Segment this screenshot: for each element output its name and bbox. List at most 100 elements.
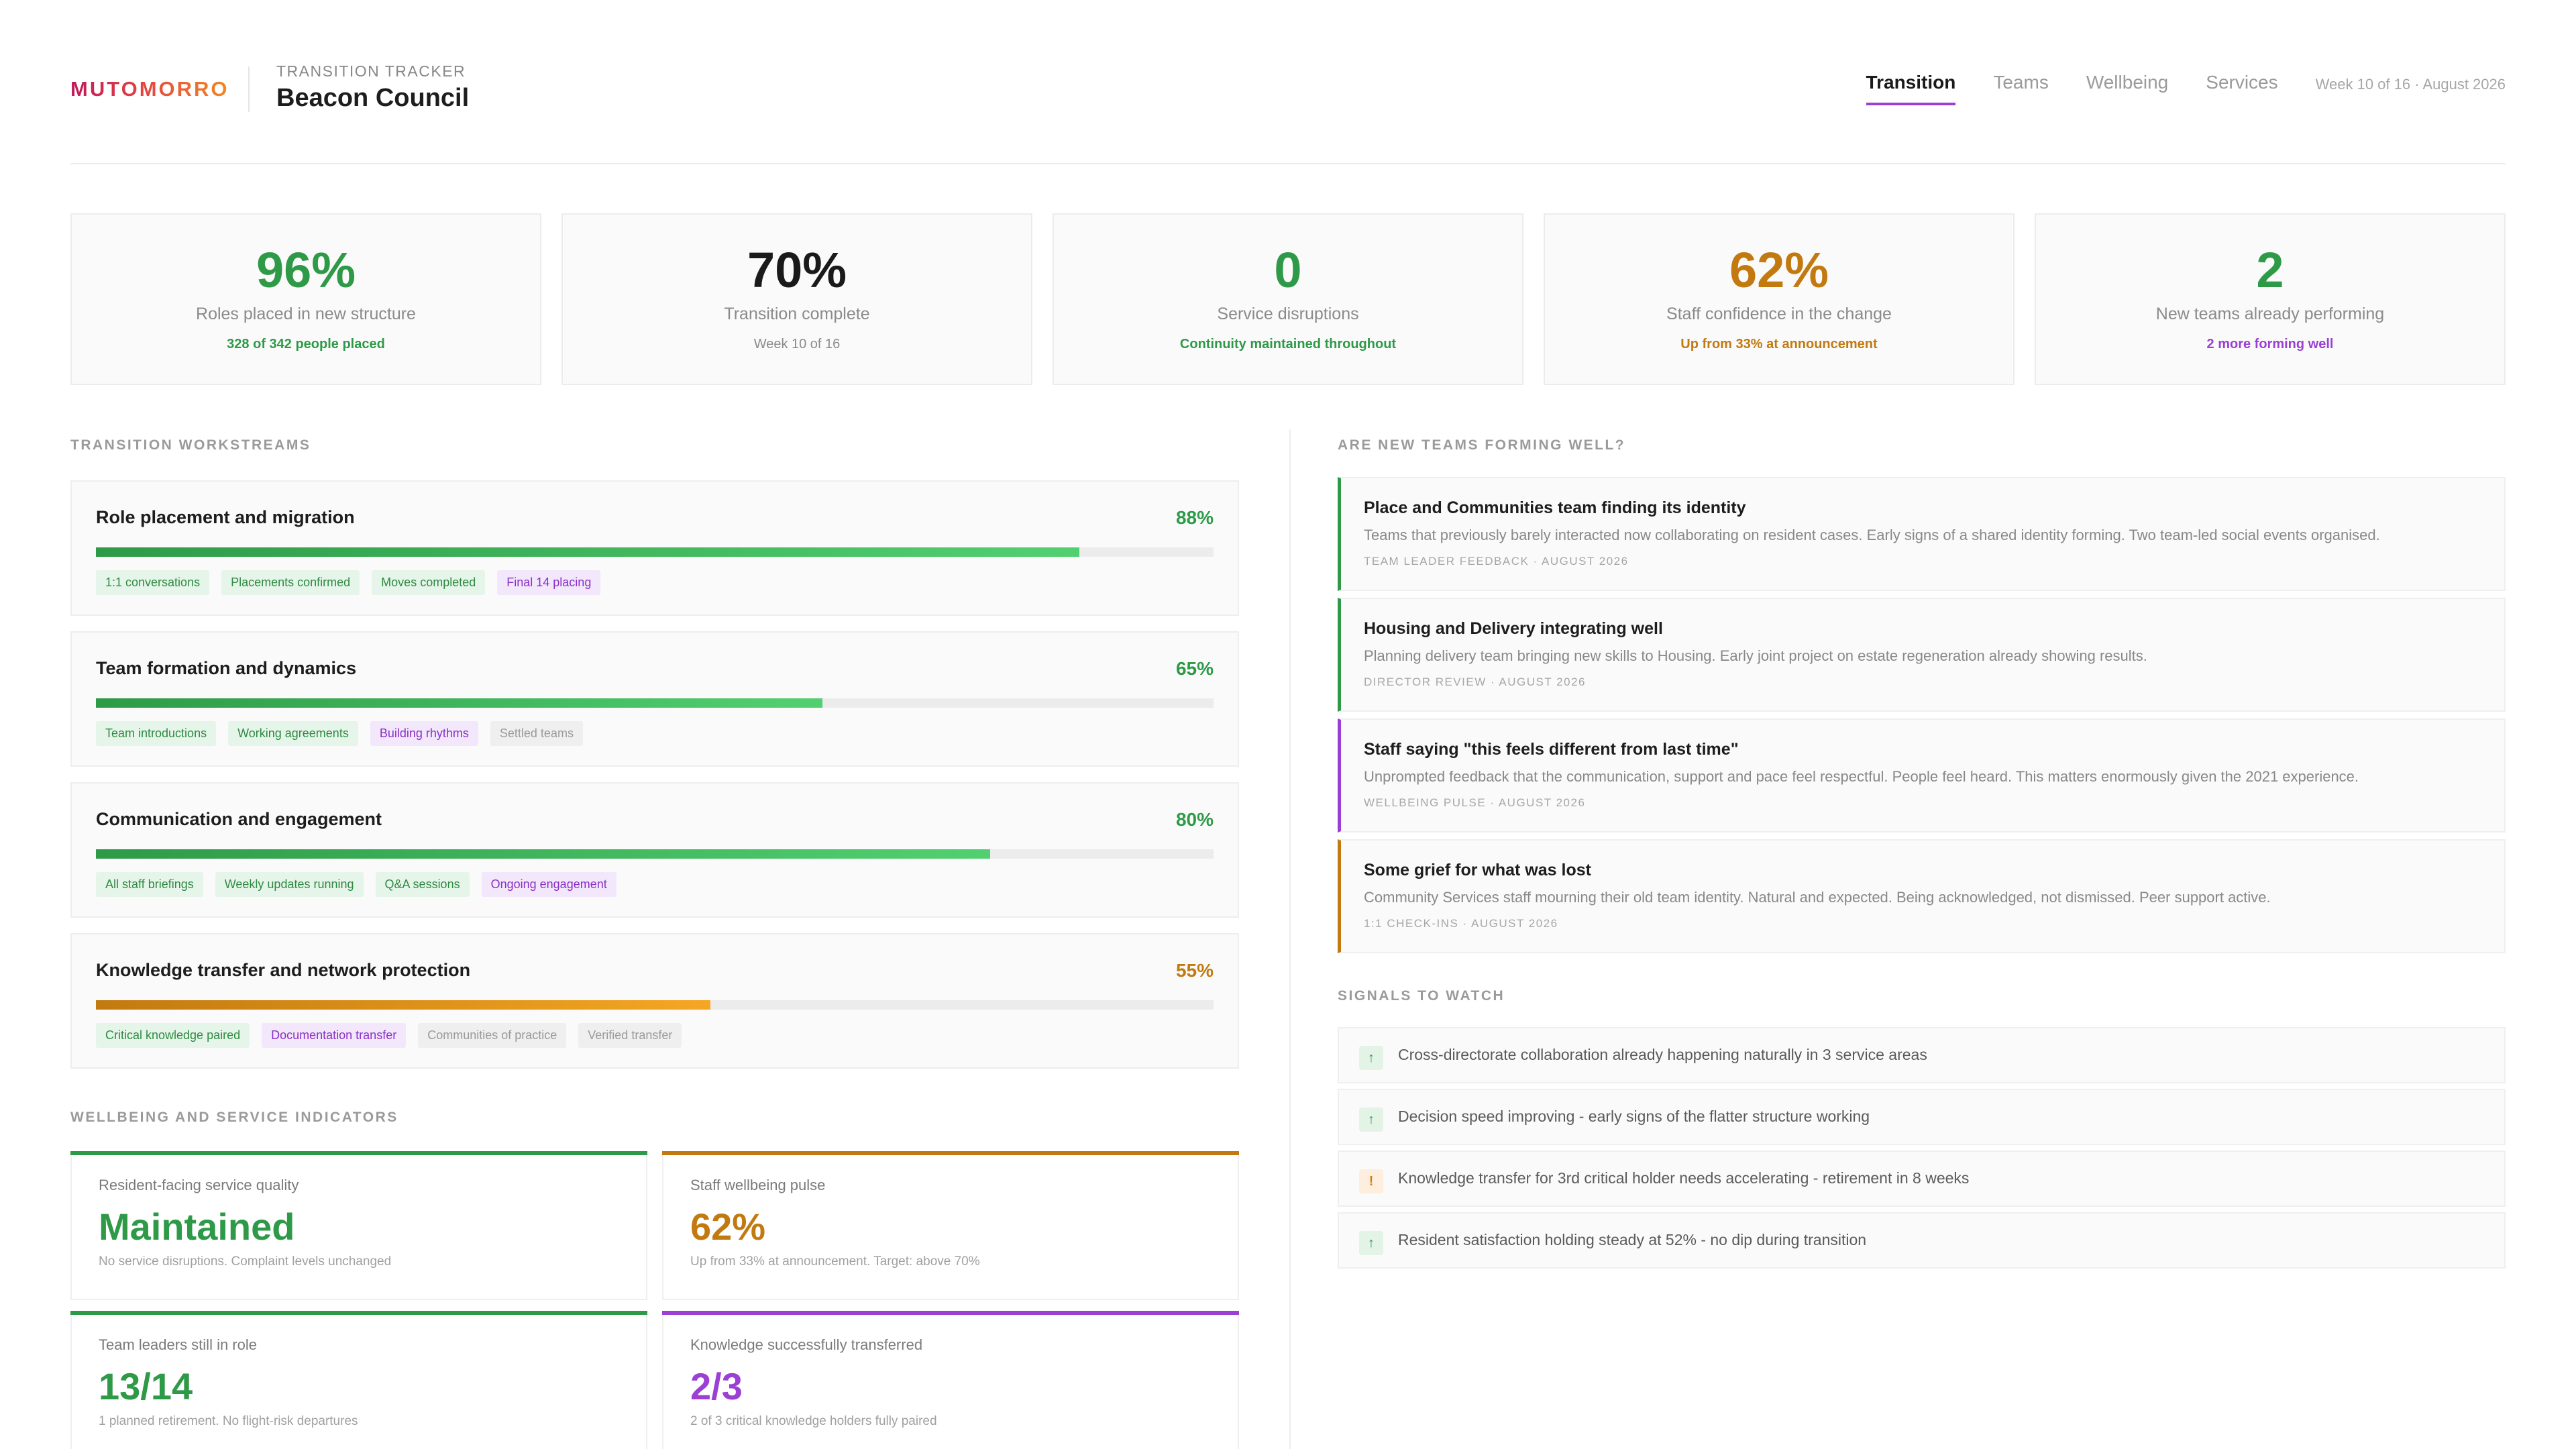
tab-teams[interactable]: Teams: [1993, 72, 2049, 93]
kpi-label: Transition complete: [724, 305, 870, 323]
story-source: TEAM LEADER FEEDBACK · AUGUST 2026: [1364, 555, 1629, 568]
milestone-chip: Documentation transfer: [262, 1023, 407, 1048]
story-text: Unprompted feedback that the communicati…: [1364, 768, 2359, 785]
indicator-subtext: 1 planned retirement. No flight-risk dep…: [99, 1414, 358, 1428]
progress-track: [96, 547, 1214, 557]
milestone-chip: Verified transfer: [578, 1023, 682, 1048]
indicator-subtext: No service disruptions. Complaint levels…: [99, 1254, 392, 1269]
column-divider: [1289, 429, 1291, 1449]
story-title: Housing and Delivery integrating well: [1364, 619, 1663, 638]
kpi-subtext: 328 of 342 people placed: [227, 337, 385, 352]
arrow-up-icon: ↑: [1359, 1108, 1383, 1132]
milestone-chip: Placements confirmed: [221, 570, 360, 595]
progress-track: [96, 698, 1214, 708]
kpi-card-staff-confidence: 62% Staff confidence in the change Up fr…: [1544, 213, 2015, 385]
indicator-label: Knowledge successfully transferred: [690, 1336, 923, 1353]
team-story-card: Some grief for what was lost Community S…: [1338, 839, 2506, 953]
story-title: Some grief for what was lost: [1364, 861, 1591, 879]
kpi-subtext: Up from 33% at announcement: [1680, 337, 1878, 352]
indicator-card-knowledge-transfer: Knowledge successfully transferred 2/3 2…: [662, 1311, 1239, 1449]
progress-track: [96, 849, 1214, 859]
workstream-percent: 55%: [1175, 960, 1214, 981]
milestone-chip: Weekly updates running: [215, 872, 364, 897]
workstream-name: Knowledge transfer and network protectio…: [96, 960, 471, 980]
workstream-card: Knowledge transfer and network protectio…: [70, 933, 1239, 1069]
indicator-card-service-quality: Resident-facing service quality Maintain…: [70, 1151, 647, 1300]
progress-track: [96, 1000, 1214, 1010]
signal-text: Cross-directorate collaboration already …: [1398, 1046, 1927, 1063]
indicator-accent: [70, 1151, 647, 1155]
main-nav: Transition Teams Wellbeing Services Week…: [1829, 72, 2506, 105]
section-title-signals: SIGNALS TO WATCH: [1338, 988, 1505, 1004]
progress-fill: [96, 698, 822, 708]
milestone-chips: All staff briefings Weekly updates runni…: [96, 872, 629, 897]
signal-item: ↑ Decision speed improving - early signs…: [1338, 1089, 2506, 1145]
signal-text: Decision speed improving - early signs o…: [1398, 1108, 1870, 1125]
section-title-workstreams: TRANSITION WORKSTREAMS: [70, 437, 311, 453]
indicator-value: 13/14: [99, 1365, 193, 1407]
milestone-chips: 1:1 conversations Placements confirmed M…: [96, 570, 612, 595]
story-title: Place and Communities team finding its i…: [1364, 498, 1746, 517]
indicator-subtext: 2 of 3 critical knowledge holders fully …: [690, 1414, 937, 1428]
workstream-percent: 88%: [1175, 507, 1214, 528]
indicator-value: 2/3: [690, 1365, 743, 1407]
workstream-card: Communication and engagement 80% All sta…: [70, 782, 1239, 918]
workstream-percent: 80%: [1175, 809, 1214, 830]
progress-fill: [96, 547, 1080, 557]
tab-transition[interactable]: Transition: [1866, 72, 1956, 105]
kpi-label: Staff confidence in the change: [1666, 305, 1892, 323]
section-title-teams-forming: ARE NEW TEAMS FORMING WELL?: [1338, 437, 1626, 453]
workstream-name: Team formation and dynamics: [96, 658, 357, 678]
kpi-label: Service disruptions: [1217, 305, 1359, 323]
kpi-subtext: Continuity maintained throughout: [1179, 337, 1397, 352]
workstream-name: Role placement and migration: [96, 507, 355, 527]
kpi-card-service-disruptions: 0 Service disruptions Continuity maintai…: [1053, 213, 1523, 385]
warning-icon: !: [1359, 1169, 1383, 1193]
kpi-card-roles-placed: 96% Roles placed in new structure 328 of…: [70, 213, 541, 385]
indicator-label: Staff wellbeing pulse: [690, 1177, 826, 1193]
indicator-label: Team leaders still in role: [99, 1336, 257, 1353]
story-text: Planning delivery team bringing new skil…: [1364, 647, 2147, 664]
signal-item: ↑ Resident satisfaction holding steady a…: [1338, 1212, 2506, 1269]
kpi-row: 96% Roles placed in new structure 328 of…: [70, 213, 2506, 385]
section-title-indicators: WELLBEING AND SERVICE INDICATORS: [70, 1110, 398, 1125]
signal-item: ↑ Cross-directorate collaboration alread…: [1338, 1027, 2506, 1083]
arrow-up-icon: ↑: [1359, 1231, 1383, 1255]
tab-services[interactable]: Services: [2206, 72, 2278, 93]
indicator-accent: [662, 1151, 1239, 1155]
workstream-card: Team formation and dynamics 65% Team int…: [70, 631, 1239, 767]
indicator-label: Resident-facing service quality: [99, 1177, 299, 1193]
kpi-value: 70%: [747, 242, 847, 298]
workstream-name: Communication and engagement: [96, 809, 382, 829]
tab-wellbeing[interactable]: Wellbeing: [2086, 72, 2169, 93]
milestone-chip: Critical knowledge paired: [96, 1023, 250, 1048]
story-source: DIRECTOR REVIEW · AUGUST 2026: [1364, 676, 1586, 688]
milestone-chip: Q&A sessions: [375, 872, 470, 897]
page-header: MUTOMORRO TRANSITION TRACKER Beacon Coun…: [70, 57, 2506, 164]
kpi-value: 0: [1274, 242, 1302, 298]
milestone-chip: Communities of practice: [418, 1023, 567, 1048]
kpi-value: 2: [2256, 242, 2284, 298]
indicator-value: Maintained: [99, 1205, 295, 1248]
kpi-label: Roles placed in new structure: [196, 305, 416, 323]
story-text: Community Services staff mourning their …: [1364, 889, 2271, 906]
kpi-subtext: Week 10 of 16: [753, 337, 841, 352]
arrow-up-icon: ↑: [1359, 1046, 1383, 1070]
kpi-card-new-teams: 2 New teams already performing 2 more fo…: [2035, 213, 2506, 385]
story-source: WELLBEING PULSE · AUGUST 2026: [1364, 796, 1586, 809]
indicator-card-wellbeing-pulse: Staff wellbeing pulse 62% Up from 33% at…: [662, 1151, 1239, 1300]
milestone-chip: Final 14 placing: [497, 570, 601, 595]
workstream-card: Role placement and migration 88% 1:1 con…: [70, 480, 1239, 616]
milestone-chip: All staff briefings: [96, 872, 203, 897]
header-divider: [248, 66, 250, 112]
progress-fill: [96, 849, 990, 859]
milestone-chip: Working agreements: [228, 721, 358, 746]
signal-text: Knowledge transfer for 3rd critical hold…: [1398, 1169, 1970, 1187]
brand-logo[interactable]: MUTOMORRO: [70, 77, 229, 101]
story-title: Staff saying "this feels different from …: [1364, 740, 1739, 759]
signal-text: Resident satisfaction holding steady at …: [1398, 1231, 1867, 1248]
kpi-value: 96%: [256, 242, 356, 298]
workstream-percent: 65%: [1175, 658, 1214, 679]
team-story-card: Housing and Delivery integrating well Pl…: [1338, 598, 2506, 712]
milestone-chip: Settled teams: [490, 721, 583, 746]
